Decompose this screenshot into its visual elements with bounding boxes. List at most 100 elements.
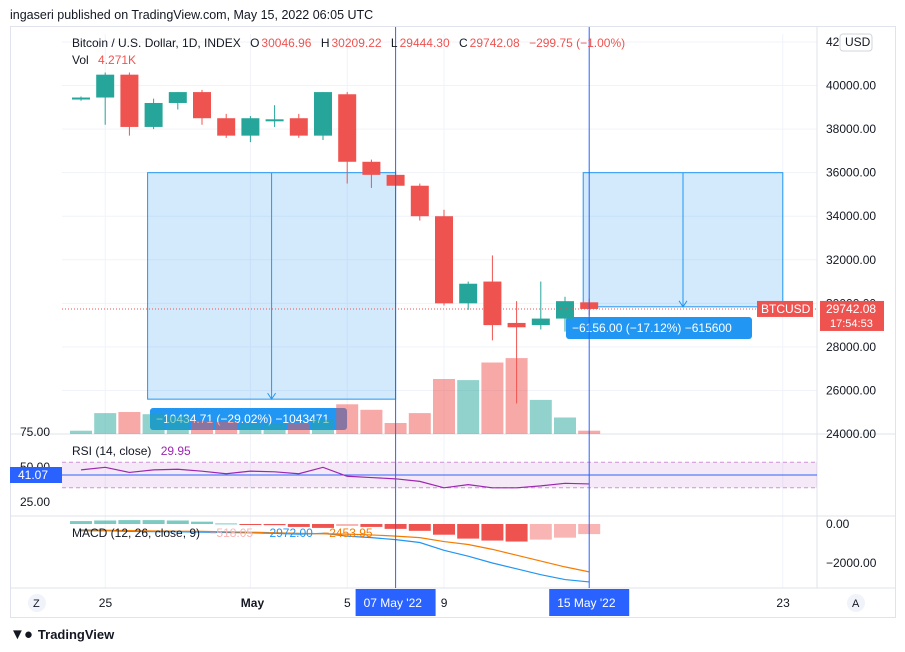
price-axis[interactable]: 24000.0026000.0028000.0030000.0032000.00… [10,33,884,570]
footer-brand[interactable]: ▼● TradingView [10,626,114,643]
candle-body[interactable] [217,118,236,136]
crosshair-date-label: 15 May '22 [557,596,616,610]
high-value: 30209.22 [331,36,382,50]
volume-bar [142,414,165,434]
macd-histogram-bar [215,523,238,525]
auto-scale-button-label[interactable]: Z [33,598,40,610]
macd-histogram-bar [312,524,334,528]
symbol-price-badge-label: BTCUSD [761,302,811,316]
measure-tools[interactable]: −10434.71 (−29.02%) −1043471−6156.00 (−1… [147,172,784,430]
candle-body[interactable] [507,322,526,328]
macd-histogram-bar [554,524,576,538]
crosshair-overlay [62,27,817,588]
volume-label: Vol [72,53,89,67]
volume-bar [481,362,504,434]
measure-drop-2-label[interactable]: −6156.00 (−17.12%) −615600 [572,321,732,335]
symbol-title: Bitcoin / U.S. Dollar, 1D, INDEX [72,36,241,50]
low-label: L [390,36,398,50]
macd-histogram-bar [239,524,262,525]
candle-body[interactable] [556,301,574,319]
candle-body[interactable] [120,74,139,127]
rsi-pane[interactable] [62,461,817,489]
open-value: 30046.96 [261,36,312,50]
chart-frame[interactable] [10,26,896,618]
auto-scale-button[interactable] [28,594,46,612]
macd-histogram-bar [529,524,552,540]
candle-body[interactable] [72,97,90,100]
volume-bar [215,421,238,434]
last-price-badge[interactable] [820,300,884,331]
candle-body[interactable] [265,119,284,122]
measure-drop-2-arrow-head-icon [678,300,688,308]
close-label: C [459,36,468,50]
rsi-current-badge[interactable] [10,467,62,483]
high-label: H [320,36,330,50]
time-axis[interactable]: 07 May '22 15 May '22 25 May 5 9 23 Z A [28,589,865,616]
price-tick-label-top: 42 [826,35,840,49]
price-tick-label: 34000.00 [826,209,876,223]
macd-histogram-bar [360,524,383,527]
auto-fit-button[interactable] [847,594,865,612]
rsi-current-value: 41.07 [18,468,48,482]
price-tick-label: 24000.00 [826,427,876,441]
macd-histogram-bar [433,524,455,535]
candle-body[interactable] [338,94,357,162]
candle-body[interactable] [168,92,187,103]
candle-body[interactable] [144,102,163,127]
macd-pane[interactable] [70,520,601,583]
tradingview-logo-icon: ▼● [10,626,33,643]
close-value: 29742.08 [469,36,520,50]
macd-label: MACD (12, 26, close, 9) [72,526,201,540]
candle-body[interactable] [96,74,115,98]
macd-histogram-bar [166,520,189,524]
macd-histogram-bar [336,524,359,526]
candle-body[interactable] [241,118,260,136]
auto-fit-button-label[interactable]: A [852,598,860,610]
candle-body[interactable] [483,281,502,326]
low-value: 29444.30 [399,36,450,50]
candle-body[interactable] [531,318,550,326]
macd-tick-label: −2000.00 [826,556,877,570]
rsi-value: 29.95 [160,444,191,458]
volume-bar [360,409,383,434]
candle-body[interactable] [435,216,453,304]
macd-histogram-bar [481,524,504,541]
currency-label[interactable]: USD [845,35,871,49]
price-tick-label: 40000.00 [826,79,876,93]
volume-legend: Vol 4.271K [72,53,138,67]
last-price-value: 29742.08 [826,302,876,316]
candle-body[interactable] [193,92,211,119]
currency-badge[interactable] [839,33,873,52]
candle-body[interactable] [362,161,381,175]
volume-bar [94,413,117,434]
rsi-label: RSI (14, close) [72,444,152,458]
price-tick-label: 28000.00 [826,340,876,354]
volume-bar [239,424,262,434]
candle-body[interactable] [289,118,308,136]
macd-histogram-bar [94,520,117,524]
measure-drop-2-label-bg[interactable] [566,317,752,339]
volume-bar [457,380,480,434]
macd-histogram-bar [118,520,141,524]
time-tick-label: 23 [776,596,790,610]
candle-body[interactable] [459,283,478,304]
symbol-price-badge[interactable] [757,300,813,317]
crosshair-date-badge[interactable] [355,589,436,616]
macd-hist-value: −518.05 [209,526,254,540]
volume-bar [433,379,455,434]
crosshair-date-badge[interactable] [549,589,630,616]
chart-canvas[interactable]: −10434.71 (−29.02%) −1043471−6156.00 (−1… [0,0,905,620]
macd-histogram-bar [408,524,431,531]
publish-info: ingaseri published on TradingView.com, M… [10,8,374,22]
time-tick-label: 25 [99,596,113,610]
rsi-legend: RSI (14, close) 29.95 [72,444,193,458]
volume-bar [191,420,213,434]
volume-bar [312,419,334,434]
change-value: −299.75 (−1.00%) [529,36,626,50]
volume-bar [287,423,310,434]
macd-histogram-bar [263,524,286,526]
volume-value: 4.271K [98,53,137,67]
candle-body[interactable] [314,92,332,136]
macd-histogram-bar [70,521,92,524]
candle-body[interactable] [410,185,429,217]
